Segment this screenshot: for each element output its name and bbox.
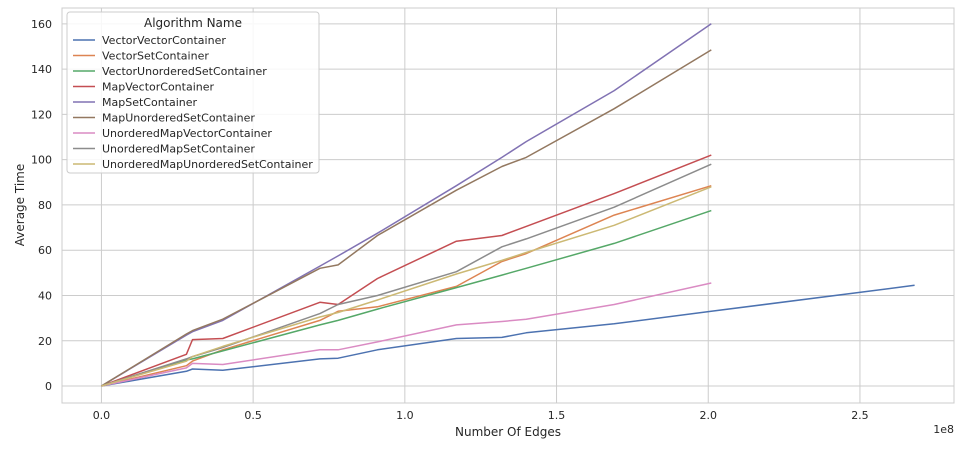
legend-label: VectorVectorContainer [102,34,226,47]
legend-item: VectorUnorderedSetContainer [73,65,267,78]
legend-item: VectorVectorContainer [73,34,226,47]
y-axis-ticks: 0 20 40 60 80 100 120 140 160 [31,18,52,393]
legend-title: Algorithm Name [144,16,242,30]
legend-item: UnorderedMapVectorContainer [73,127,272,140]
y-axis-title: Average Time [13,164,27,246]
series-lines [101,23,915,387]
legend-item: MapSetContainer [73,96,198,109]
series-line [101,284,915,387]
legend-label: UnorderedMapUnorderedSetContainer [102,158,313,171]
legend-label: UnorderedMapSetContainer [102,143,255,156]
legend-label: MapUnorderedSetContainer [102,112,255,125]
x-tick-label: 0.5 [244,409,262,422]
y-tick-label: 60 [38,244,52,257]
y-tick-label: 80 [38,199,52,212]
x-tick-label: 2.0 [699,409,717,422]
x-tick-label: 0.0 [93,409,111,422]
legend-item: UnorderedMapSetContainer [73,143,255,156]
x-axis-offset-label: 1e8 [933,423,954,436]
y-tick-label: 120 [31,108,52,121]
legend-item: VectorSetContainer [73,50,209,63]
series-line [101,154,712,387]
legend-label: VectorUnorderedSetContainer [102,65,267,78]
x-axis-ticks: 0.0 0.5 1.0 1.5 2.0 2.5 [93,409,869,422]
legend-label: MapSetContainer [102,96,198,109]
series-line [101,282,712,387]
legend-item: UnorderedMapUnorderedSetContainer [73,158,313,171]
y-tick-label: 40 [38,289,52,302]
legend: Algorithm Name VectorVectorContainerVect… [66,11,320,174]
series-line [101,23,712,387]
y-tick-label: 140 [31,63,52,76]
x-tick-label: 2.5 [851,409,869,422]
legend-label: VectorSetContainer [102,50,209,63]
legend-label: MapVectorContainer [102,81,214,94]
legend-item: MapVectorContainer [73,81,214,94]
series-line [101,209,712,387]
y-tick-label: 160 [31,18,52,31]
x-tick-label: 1.0 [396,409,414,422]
legend-item: MapUnorderedSetContainer [73,112,255,125]
legend-label: UnorderedMapVectorContainer [102,127,272,140]
series-line [101,49,712,387]
y-tick-label: 100 [31,154,52,167]
series-line [101,186,712,387]
x-axis-title: Number Of Edges [455,425,561,439]
legend-box [66,11,320,174]
y-tick-label: 20 [38,335,52,348]
legend-items: VectorVectorContainer VectorSetContainer V… [73,34,313,171]
x-tick-label: 1.5 [548,409,566,422]
y-tick-label: 0 [45,380,52,393]
